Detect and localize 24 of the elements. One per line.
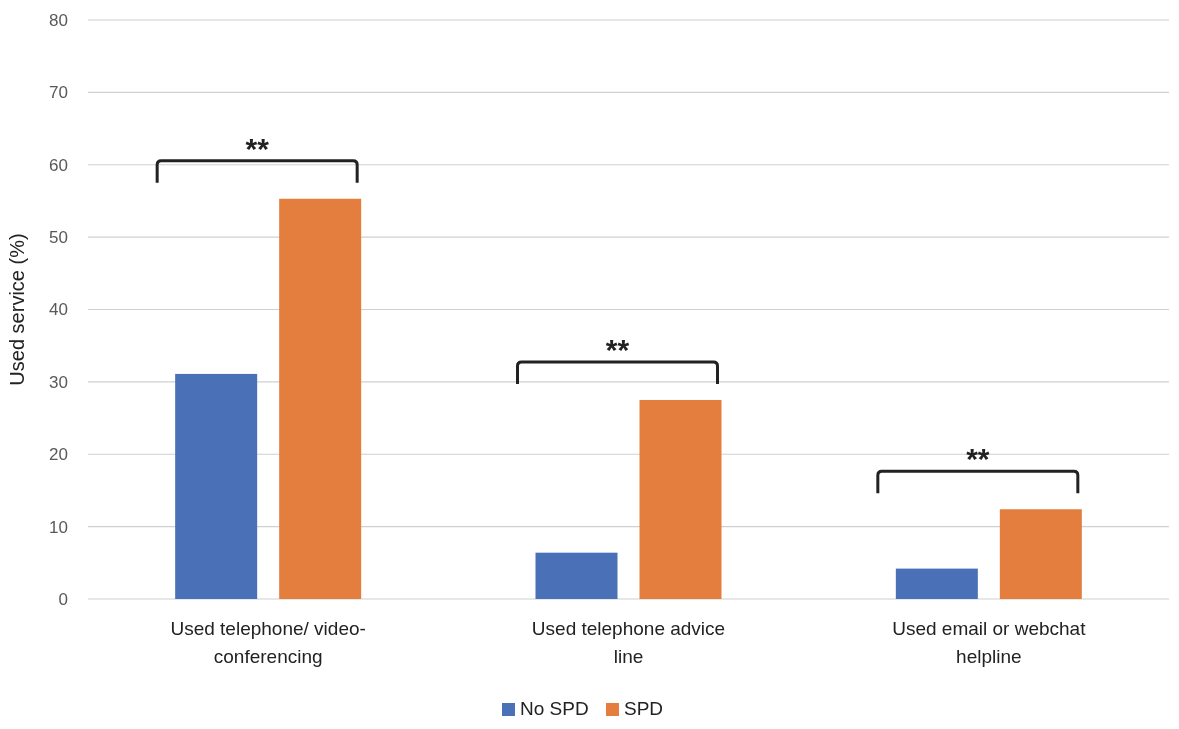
x-tick-label: Used email or webchat helpline — [892, 618, 1087, 667]
annotation: ** — [605, 332, 630, 366]
y-tick-label: 0 — [58, 589, 68, 609]
bar — [279, 198, 362, 599]
bar — [535, 552, 618, 599]
legend-label: No SPD — [520, 698, 589, 719]
y-tick-label: 50 — [49, 228, 68, 248]
y-tick-label: 70 — [49, 83, 68, 103]
bar — [999, 509, 1082, 599]
y-tick-label: 60 — [49, 155, 68, 175]
y-tick-label: 20 — [49, 445, 68, 465]
bar — [639, 399, 722, 599]
bar — [175, 373, 258, 599]
x-tick-label: Used telephone/ video-conferencing — [170, 618, 366, 667]
annotation: ** — [245, 131, 270, 165]
x-tick-label: Used telephone advice line — [531, 618, 726, 667]
y-tick-label: 40 — [49, 300, 68, 320]
y-tick-label: 10 — [49, 517, 68, 537]
y-tick-label: 30 — [49, 372, 68, 392]
annotation: ** — [966, 442, 990, 476]
bar — [895, 568, 978, 599]
y-axis-title: Used service (%) — [6, 233, 28, 386]
legend-label: SPD — [624, 698, 664, 719]
y-tick-label: 80 — [49, 10, 68, 30]
